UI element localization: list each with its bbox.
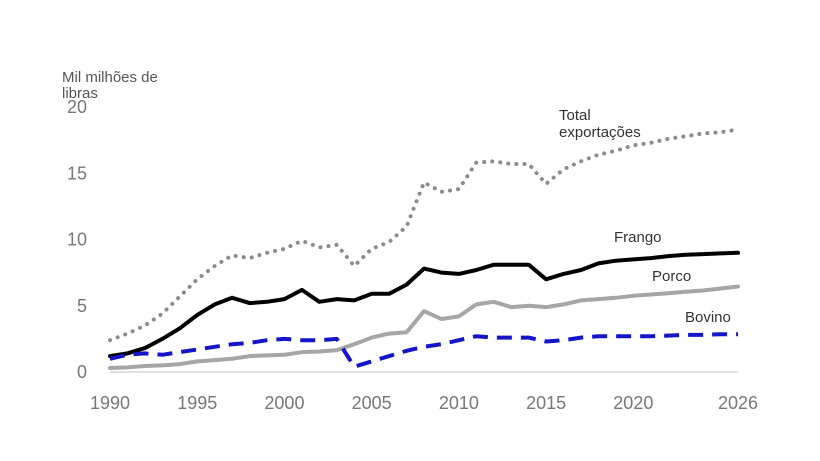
x-tick-label: 2010 xyxy=(439,393,479,413)
x-tick-label: 1995 xyxy=(177,393,217,413)
frango-label: Frango xyxy=(614,229,662,246)
x-tick-label: 2020 xyxy=(613,393,653,413)
porco-line xyxy=(108,284,740,370)
frango-line xyxy=(108,250,740,359)
series-lines xyxy=(108,127,740,370)
x-tick-label: 2026 xyxy=(718,393,758,413)
y-tick-label: 20 xyxy=(67,97,87,117)
porco-label: Porco xyxy=(652,268,691,285)
total-exports-label-line-2: exportações xyxy=(559,124,641,141)
bovino-line xyxy=(109,332,738,369)
y-tick-label: 10 xyxy=(67,230,87,250)
y-tick-label: 15 xyxy=(67,163,87,183)
y-tick-label: 0 xyxy=(77,362,87,382)
bovino-label: Bovino xyxy=(685,309,731,326)
x-tick-label: 2005 xyxy=(352,393,392,413)
x-tick-label: 2015 xyxy=(526,393,566,413)
y-tick-label: 5 xyxy=(77,296,87,316)
x-tick-label: 2000 xyxy=(264,393,304,413)
total-exports-line xyxy=(108,127,740,343)
y-axis-label-line-1: Mil milhões de xyxy=(62,69,158,86)
y-axis-ticks: 0 5 10 15 20 xyxy=(67,97,87,382)
x-tick-label: 1990 xyxy=(90,393,130,413)
total-exports-label-line-1: Total xyxy=(559,107,591,124)
y-axis-label-line-2: libras xyxy=(62,85,98,102)
x-axis-ticks: 1990 1995 2000 2005 2010 2015 2020 2026 xyxy=(90,393,758,413)
